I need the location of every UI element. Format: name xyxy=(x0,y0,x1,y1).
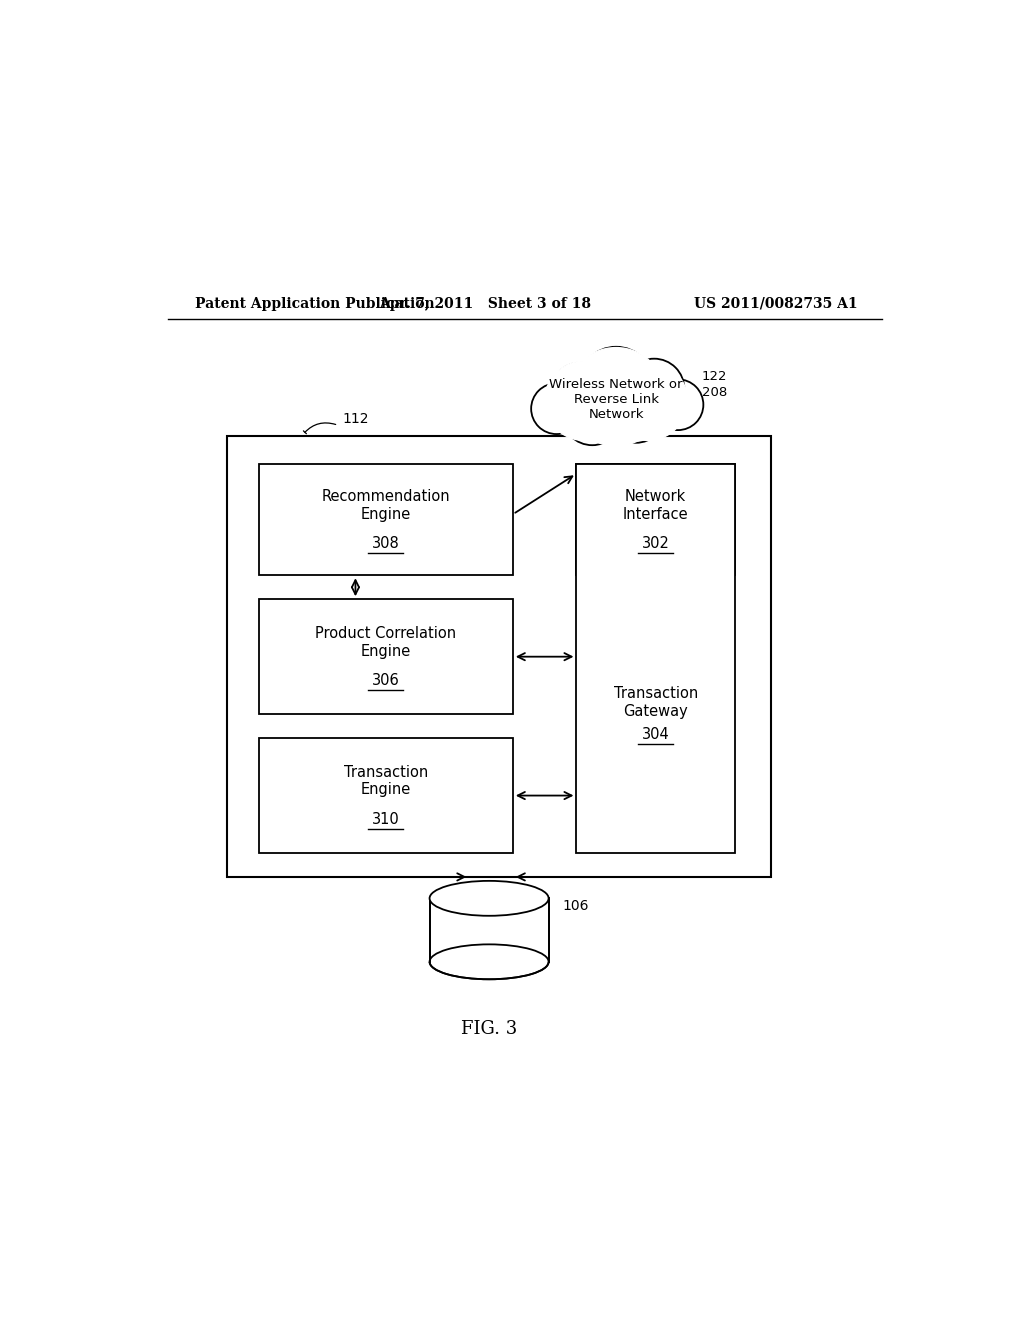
Circle shape xyxy=(567,347,666,446)
Bar xyxy=(430,899,549,962)
Text: US 2011/0082735 A1: US 2011/0082735 A1 xyxy=(694,297,858,312)
Circle shape xyxy=(583,367,649,434)
Ellipse shape xyxy=(430,880,549,916)
Circle shape xyxy=(608,362,687,441)
Circle shape xyxy=(562,385,623,445)
Ellipse shape xyxy=(430,944,549,979)
Text: Apr. 7, 2011   Sheet 3 of 18: Apr. 7, 2011 Sheet 3 of 18 xyxy=(379,297,591,312)
Text: FIG. 3: FIG. 3 xyxy=(461,1020,517,1039)
Circle shape xyxy=(545,362,624,441)
Circle shape xyxy=(606,383,666,442)
Text: Transaction
Engine: Transaction Engine xyxy=(344,766,428,797)
Text: Recommendation
Engine: Recommendation Engine xyxy=(322,490,451,521)
Text: Transaction
Gateway: Transaction Gateway xyxy=(613,686,698,718)
Circle shape xyxy=(652,379,703,430)
Bar xyxy=(259,599,513,714)
Bar xyxy=(577,465,735,576)
Text: 112: 112 xyxy=(342,412,369,426)
Text: Network
Interface: Network Interface xyxy=(623,490,688,521)
Text: 304: 304 xyxy=(642,726,670,742)
Bar xyxy=(577,465,735,853)
Text: 106: 106 xyxy=(563,899,590,913)
Text: 310: 310 xyxy=(372,812,399,826)
Text: Wireless Network or
Reverse Link
Network: Wireless Network or Reverse Link Network xyxy=(549,378,683,421)
Bar xyxy=(259,465,513,576)
Circle shape xyxy=(531,383,582,434)
Circle shape xyxy=(578,347,654,422)
Text: 308: 308 xyxy=(372,536,399,550)
Text: Patent Application Publication: Patent Application Publication xyxy=(196,297,435,312)
Circle shape xyxy=(550,363,610,422)
Text: Product Correlation
Engine: Product Correlation Engine xyxy=(315,626,457,659)
Circle shape xyxy=(624,359,684,418)
Bar xyxy=(259,738,513,853)
Bar xyxy=(227,437,771,876)
Text: 306: 306 xyxy=(372,673,399,688)
Text: 302: 302 xyxy=(642,536,670,550)
Text: 122
208: 122 208 xyxy=(701,371,727,400)
